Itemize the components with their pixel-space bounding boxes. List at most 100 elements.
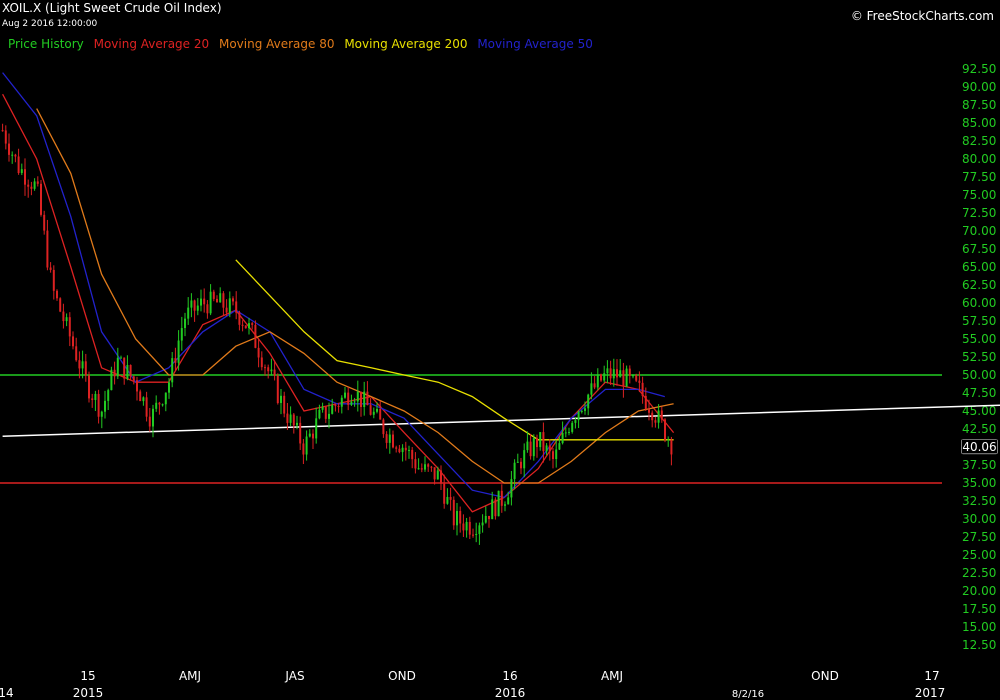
price-bar xyxy=(491,499,494,520)
price-bar xyxy=(142,397,145,402)
y-tick-label: 52.50 xyxy=(962,350,996,364)
price-bar xyxy=(350,401,353,405)
price-bar xyxy=(651,412,654,421)
copyright-text[interactable]: © FreeStockCharts.com xyxy=(850,9,994,23)
price-bar xyxy=(270,369,273,372)
price-bar xyxy=(414,459,417,469)
legend-item-ma80[interactable]: Moving Average 80 xyxy=(218,37,335,51)
price-bar xyxy=(36,181,39,184)
price-bar xyxy=(222,293,225,308)
price-bar xyxy=(62,311,65,322)
price-bar xyxy=(545,445,548,452)
last-price-label: 40.06 xyxy=(962,440,996,454)
price-bar xyxy=(452,499,455,526)
y-tick-label: 80.00 xyxy=(962,152,996,166)
price-bar xyxy=(417,468,420,470)
price-bar xyxy=(190,300,193,308)
price-bar xyxy=(440,470,442,484)
price-bar xyxy=(126,364,129,379)
y-tick-label: 60.00 xyxy=(962,296,996,310)
price-bar xyxy=(177,340,180,363)
price-bar xyxy=(257,347,260,358)
price-bar xyxy=(395,447,398,449)
price-bar xyxy=(286,413,289,423)
legend-item-ma20[interactable]: Moving Average 20 xyxy=(93,37,210,51)
price-bar xyxy=(289,414,292,423)
price-bar xyxy=(251,323,254,325)
price-bar xyxy=(424,464,426,470)
x-tick-label: AMJ xyxy=(179,669,201,683)
price-bar xyxy=(657,410,660,423)
price-bar xyxy=(571,422,574,432)
price-bar xyxy=(590,383,593,395)
legend-item-ma200[interactable]: Moving Average 200 xyxy=(344,37,468,51)
price-bar xyxy=(507,497,510,505)
y-tick-label: 82.50 xyxy=(962,134,996,148)
y-tick-label: 75.00 xyxy=(962,188,996,202)
price-bar xyxy=(328,413,330,419)
y-tick-label: 42.50 xyxy=(962,422,996,436)
price-bar xyxy=(379,408,382,420)
price-bar xyxy=(337,405,340,407)
y-tick-label: 55.00 xyxy=(962,332,996,346)
price-bar xyxy=(4,130,7,144)
price-bar xyxy=(654,420,657,423)
price-bar xyxy=(203,298,206,305)
price-bar xyxy=(136,380,138,392)
chart-title: XOIL.X (Light Sweet Crude Oil Index) xyxy=(2,1,222,15)
price-bar xyxy=(529,441,532,457)
price-bar xyxy=(587,394,590,409)
y-tick-label: 87.50 xyxy=(962,98,996,112)
price-bar xyxy=(411,449,414,460)
y-tick-label: 92.50 xyxy=(962,62,996,76)
price-bar xyxy=(104,400,106,412)
y-tick-label: 15.00 xyxy=(962,620,996,634)
price-bar xyxy=(344,392,346,398)
price-bar xyxy=(216,298,218,303)
series-line-moving-average-80 xyxy=(36,108,674,484)
price-bar xyxy=(504,504,506,506)
trend-line xyxy=(2,404,1000,437)
price-bar xyxy=(97,393,100,417)
price-bar xyxy=(72,336,74,347)
price-bar xyxy=(388,434,391,443)
price-bar xyxy=(75,346,78,361)
price-bar xyxy=(267,367,270,372)
price-bar xyxy=(641,382,644,396)
price-bar xyxy=(465,521,468,531)
price-bar xyxy=(248,323,250,329)
y-tick-label: 35.00 xyxy=(962,476,996,490)
price-bar xyxy=(174,358,177,363)
x-tick-label: 16 xyxy=(502,669,517,683)
price-bar xyxy=(376,408,378,412)
price-bar xyxy=(315,418,318,439)
price-bar xyxy=(664,419,666,441)
legend-item-price-history[interactable]: Price History xyxy=(8,37,84,51)
x-tick-label: OND xyxy=(388,669,416,683)
price-bar xyxy=(184,318,186,329)
price-bar xyxy=(420,468,423,470)
legend-item-ma50[interactable]: Moving Average 50 xyxy=(477,37,593,51)
y-tick-label: 57.50 xyxy=(962,314,996,328)
price-bar xyxy=(404,447,407,451)
price-bar xyxy=(225,307,228,313)
price-bar xyxy=(276,375,279,404)
price-bar xyxy=(561,432,564,444)
price-bar xyxy=(123,357,126,379)
y-tick-label: 12.50 xyxy=(962,638,996,652)
price-bar xyxy=(488,515,490,520)
price-bar xyxy=(526,441,529,451)
price-bar xyxy=(110,369,113,391)
price-bar xyxy=(116,357,119,377)
y-tick-label: 70.00 xyxy=(962,224,996,238)
price-bar xyxy=(331,405,334,414)
price-bar xyxy=(369,405,372,415)
price-bar xyxy=(280,395,282,404)
price-bar xyxy=(171,358,174,383)
price-bar xyxy=(168,382,170,393)
price-bar xyxy=(459,510,462,524)
price-bar xyxy=(500,490,503,506)
price-bar xyxy=(472,534,474,536)
price-bar xyxy=(456,510,458,526)
